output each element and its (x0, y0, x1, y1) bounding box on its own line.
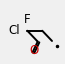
Text: O: O (30, 44, 39, 57)
Text: Cl: Cl (9, 24, 20, 37)
Text: F: F (24, 13, 31, 26)
